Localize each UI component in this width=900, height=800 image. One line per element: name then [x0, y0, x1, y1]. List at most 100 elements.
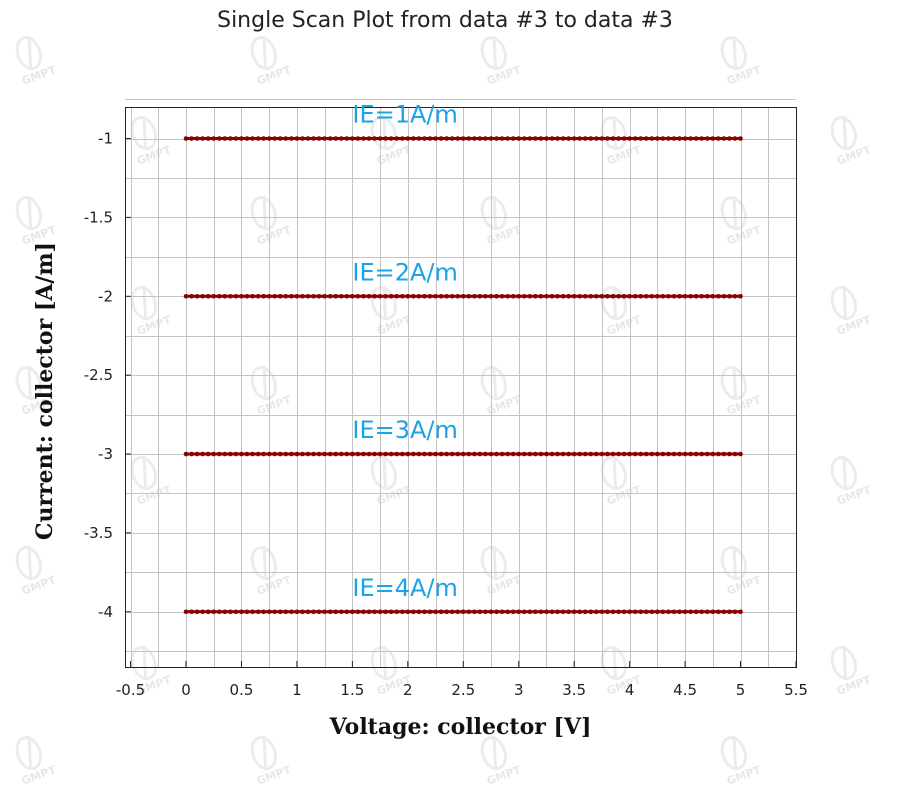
data-point	[682, 136, 688, 141]
data-point	[527, 451, 533, 457]
data-point	[671, 293, 677, 299]
x-tick-label: 5	[736, 681, 746, 699]
data-point	[710, 451, 716, 457]
data-point	[533, 451, 538, 457]
data-point	[405, 451, 411, 457]
data-point	[616, 136, 621, 141]
data-point	[455, 451, 461, 457]
watermark: GMPT	[480, 545, 523, 598]
data-point	[516, 609, 522, 615]
data-point	[444, 136, 449, 141]
data-point	[638, 136, 644, 141]
data-point	[300, 293, 305, 299]
data-point	[655, 136, 660, 141]
data-point	[588, 293, 594, 299]
watermark: GMPT	[250, 545, 293, 598]
data-point	[222, 293, 228, 299]
data-point	[438, 293, 444, 299]
data-point	[388, 609, 394, 615]
data-point	[222, 136, 228, 141]
data-point	[533, 293, 538, 299]
data-point	[616, 293, 621, 299]
x-tick-label: 4	[625, 681, 635, 699]
data-point	[566, 451, 571, 457]
data-point	[588, 609, 594, 615]
data-point	[438, 451, 444, 457]
data-point	[582, 293, 588, 299]
watermark: GMPT	[480, 195, 523, 248]
data-point	[205, 451, 211, 457]
y-tick-label: -2.5	[84, 366, 113, 384]
data-point	[699, 293, 705, 299]
data-point	[460, 136, 466, 141]
data-point	[649, 451, 655, 457]
data-point	[200, 609, 205, 615]
data-point	[704, 293, 710, 299]
data-point	[222, 609, 228, 615]
data-point	[638, 451, 644, 457]
data-point	[433, 609, 438, 615]
data-point	[399, 136, 405, 141]
data-point	[194, 136, 200, 141]
data-point	[183, 293, 189, 299]
data-point	[599, 293, 605, 299]
data-point	[322, 136, 327, 141]
data-point	[477, 136, 483, 141]
x-tick-label: 1	[292, 681, 302, 699]
data-point	[643, 609, 649, 615]
data-point	[682, 451, 688, 457]
watermark: GMPT	[130, 285, 173, 338]
data-point	[693, 136, 699, 141]
watermark: GMPT	[15, 545, 58, 598]
data-point	[544, 293, 549, 299]
data-point	[405, 609, 411, 615]
data-point	[555, 609, 560, 615]
data-point	[344, 136, 350, 141]
data-point	[305, 293, 311, 299]
data-point	[516, 136, 522, 141]
data-point	[427, 136, 433, 141]
data-point	[244, 293, 250, 299]
data-point	[571, 451, 577, 457]
watermark: GMPT	[600, 455, 643, 508]
data-point	[261, 609, 266, 615]
data-point	[538, 293, 544, 299]
data-point	[738, 293, 743, 299]
data-point	[338, 451, 344, 457]
data-point	[594, 136, 599, 141]
x-tick-label: 1.5	[340, 681, 364, 699]
data-point	[311, 293, 316, 299]
data-point	[505, 293, 510, 299]
data-point	[294, 609, 300, 615]
data-point	[416, 609, 422, 615]
data-point	[233, 293, 239, 299]
data-point	[582, 609, 588, 615]
data-point	[566, 136, 571, 141]
data-point	[333, 609, 339, 615]
data-point	[239, 136, 244, 141]
x-tick-label: -0.5	[116, 681, 145, 699]
watermark: GMPT	[15, 35, 58, 88]
data-point	[616, 609, 621, 615]
data-point	[316, 609, 322, 615]
data-point	[344, 293, 350, 299]
watermark: GMPT	[250, 35, 293, 88]
watermark: GMPT	[250, 195, 293, 248]
data-point	[266, 451, 272, 457]
data-point	[289, 451, 294, 457]
data-point	[677, 293, 682, 299]
data-point	[394, 451, 400, 457]
data-point	[411, 293, 416, 299]
data-point	[499, 293, 505, 299]
data-point	[632, 451, 638, 457]
data-point	[549, 136, 555, 141]
watermark: GMPT	[720, 195, 763, 248]
data-point	[355, 136, 361, 141]
data-point	[483, 136, 488, 141]
data-point	[555, 293, 560, 299]
data-point	[277, 136, 283, 141]
data-point	[283, 451, 289, 457]
data-point	[333, 451, 339, 457]
data-point	[533, 609, 538, 615]
data-point	[388, 136, 394, 141]
